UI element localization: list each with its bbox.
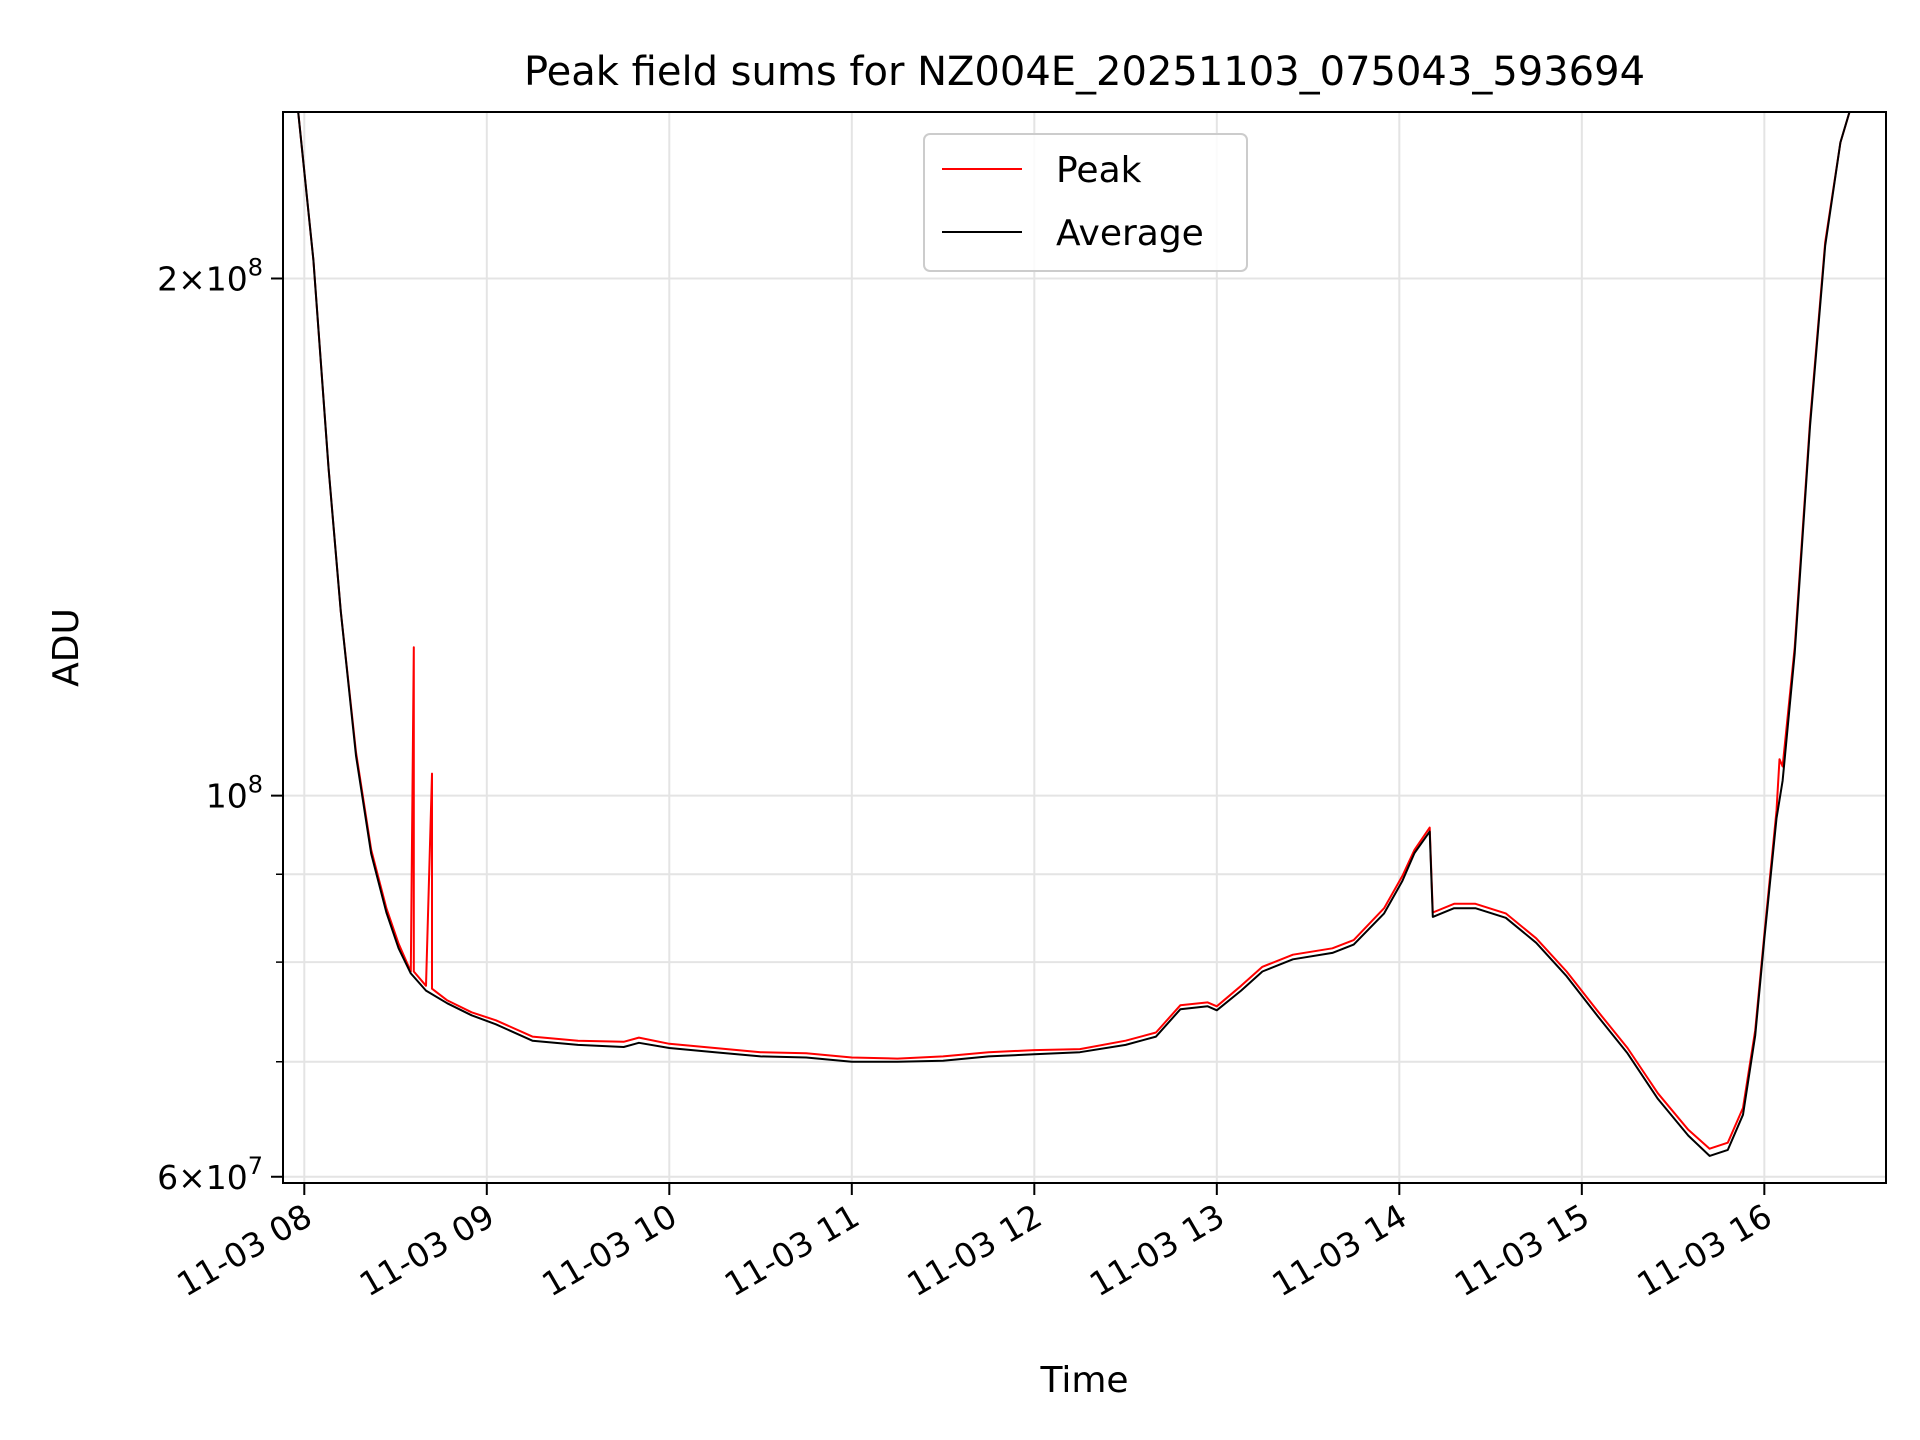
y-tick-exponent: 8 (248, 771, 263, 799)
y-tick-base: 6 (157, 1158, 178, 1197)
y-tick-times: ×10 (178, 259, 248, 298)
legend: Peak Average (923, 133, 1248, 272)
grid (283, 112, 1886, 1183)
y-tick-ten: 10 (206, 777, 248, 816)
series-line-peak (297, 112, 1851, 1150)
legend-label-peak: Peak (1056, 150, 1142, 191)
y-axis-label: ADU (46, 608, 87, 687)
chart-title: Peak field sums for NZ004E_20251103_0750… (524, 49, 1645, 95)
series-line-average (297, 112, 1851, 1157)
y-tick-label: 108 (206, 771, 263, 816)
y-tick-times: ×10 (178, 1158, 248, 1197)
y-tick-label: 2×108 (157, 253, 263, 298)
y-tick-base: 2 (157, 259, 178, 298)
x-axis-label: Time (1039, 1360, 1128, 1401)
y-tick-exponent: 7 (248, 1152, 263, 1180)
y-tick-label: 6×107 (157, 1152, 263, 1197)
plot-frame (282, 111, 1887, 1184)
legend-label-average: Average (1056, 213, 1204, 254)
series-group (297, 112, 1851, 1157)
y-tick-exponent: 8 (248, 253, 263, 281)
